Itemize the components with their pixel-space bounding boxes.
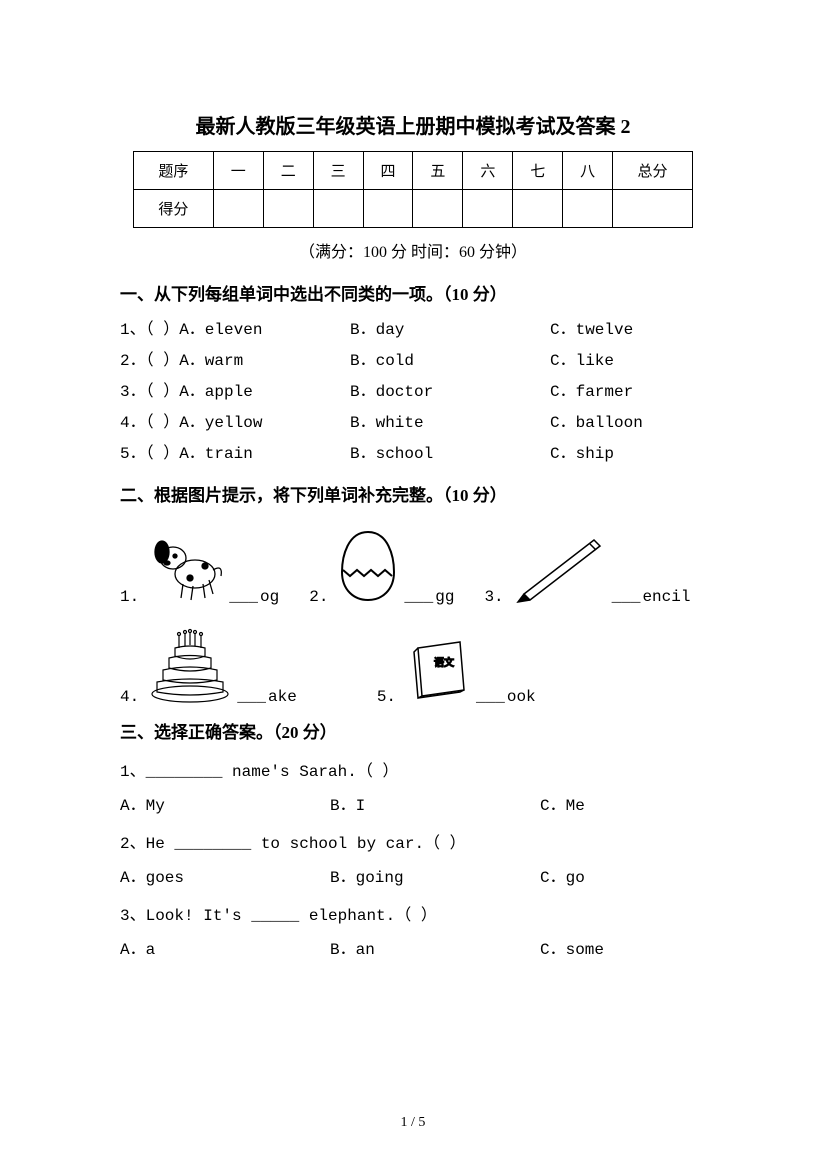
image-row-2: 4. ___ake 5. 语文 — [120, 626, 706, 706]
option-c: C．some — [540, 935, 706, 959]
page-number: 1 / 5 — [0, 1115, 826, 1131]
score-table-cell-empty — [513, 190, 563, 228]
score-table-cell-empty — [263, 190, 313, 228]
egg-icon — [334, 526, 402, 606]
page-title: 最新人教版三年级英语上册期中模拟考试及答案 2 — [120, 110, 706, 139]
question-text: 1、________ name's Sarah.（ ） — [120, 757, 706, 781]
option-b: B．going — [330, 863, 540, 887]
question-options: A．My B．I C．Me — [120, 791, 706, 815]
img-question-5: 5. 语文 ___ook — [377, 636, 536, 706]
question-row: 4．（ ）A．yellow B．white C．balloon — [120, 408, 706, 432]
option-b: B．white — [350, 408, 550, 432]
section-1-heading: 一、从下列每组单词中选出不同类的一项。（10 分） — [120, 280, 706, 305]
section-3-heading: 三、选择正确答案。（20 分） — [120, 718, 706, 743]
fill-blank: ___ — [237, 688, 266, 706]
question-options: A．goes B．going C．go — [120, 863, 706, 887]
cake-icon — [145, 626, 235, 706]
score-table-cell-empty — [613, 190, 693, 228]
option-a: A．goes — [120, 863, 330, 887]
question-row: 2．（ ）A．warm B．cold C．like — [120, 346, 706, 370]
question-row: 5．（ ）A．train B．school C．ship — [120, 439, 706, 463]
score-table-cell-empty — [363, 190, 413, 228]
question-options: A．a B．an C．some — [120, 935, 706, 959]
score-table: 题序 一 二 三 四 五 六 七 八 总分 得分 — [133, 151, 693, 228]
score-table-score-row: 得分 — [134, 190, 693, 228]
pencil-icon — [510, 530, 610, 606]
section-2-heading: 二、根据图片提示，将下列单词补充完整。（10 分） — [120, 481, 706, 506]
option-b: B．cold — [350, 346, 550, 370]
word-suffix: og — [260, 588, 279, 606]
score-table-header-row: 题序 一 二 三 四 五 六 七 八 总分 — [134, 152, 693, 190]
score-table-cell: 三 — [313, 152, 363, 190]
option-c: C．like — [550, 346, 706, 370]
score-table-cell: 六 — [463, 152, 513, 190]
option-c: C．Me — [540, 791, 706, 815]
question-row: 3．（ ）A．apple B．doctor C．farmer — [120, 377, 706, 401]
score-table-cell: 四 — [363, 152, 413, 190]
option-a: A．a — [120, 935, 330, 959]
option-a: A．My — [120, 791, 330, 815]
word-suffix: ook — [507, 688, 536, 706]
score-table-cell: 一 — [213, 152, 263, 190]
score-table-cell: 二 — [263, 152, 313, 190]
option-b: B．I — [330, 791, 540, 815]
svg-text:语文: 语文 — [434, 656, 454, 669]
option-a: 1、（ ）A．eleven — [120, 315, 350, 339]
score-table-cell-empty — [463, 190, 513, 228]
option-c: C．balloon — [550, 408, 706, 432]
question-number: 5. — [377, 688, 396, 706]
option-c: C．ship — [550, 439, 706, 463]
score-table-cell-empty — [563, 190, 613, 228]
question-number: 3. — [484, 588, 503, 606]
question-row: 1、（ ）A．eleven B．day C．twelve — [120, 315, 706, 339]
option-b: B．an — [330, 935, 540, 959]
option-a: 5．（ ）A．train — [120, 439, 350, 463]
option-a: 2．（ ）A．warm — [120, 346, 350, 370]
question-number: 4. — [120, 688, 139, 706]
fill-blank: ___ — [612, 588, 641, 606]
word-suffix: gg — [435, 588, 454, 606]
option-c: C．twelve — [550, 315, 706, 339]
section-3-items: 1、________ name's Sarah.（ ） A．My B．I C．M… — [120, 757, 706, 959]
book-icon: 语文 — [402, 636, 474, 706]
score-table-cell: 得分 — [134, 190, 214, 228]
option-c: C．go — [540, 863, 706, 887]
question-number: 2. — [309, 588, 328, 606]
score-table-cell: 总分 — [613, 152, 693, 190]
score-table-cell: 五 — [413, 152, 463, 190]
option-b: B．school — [350, 439, 550, 463]
question-text: 3、Look! It's _____ elephant.（ ） — [120, 901, 706, 925]
word-suffix: ake — [268, 688, 297, 706]
option-a: 3．（ ）A．apple — [120, 377, 350, 401]
option-b: B．day — [350, 315, 550, 339]
option-a: 4．（ ）A．yellow — [120, 408, 350, 432]
score-table-cell: 题序 — [134, 152, 214, 190]
img-question-2: 2. ___gg — [309, 526, 454, 606]
section-1-items: 1、（ ）A．eleven B．day C．twelve 2．（ ）A．warm… — [120, 315, 706, 463]
exam-meta: （满分：100 分 时间：60 分钟） — [120, 238, 706, 262]
score-table-cell-empty — [213, 190, 263, 228]
question-text: 2、He ________ to school by car.（ ） — [120, 829, 706, 853]
image-row-1: 1. ___og 2. — [120, 526, 706, 606]
fill-blank: ___ — [404, 588, 433, 606]
dog-icon — [145, 536, 227, 606]
score-table-cell-empty — [313, 190, 363, 228]
option-c: C．farmer — [550, 377, 706, 401]
score-table-cell: 七 — [513, 152, 563, 190]
score-table-cell-empty — [413, 190, 463, 228]
score-table-cell: 八 — [563, 152, 613, 190]
fill-blank: ___ — [476, 688, 505, 706]
img-question-1: 1. ___og — [120, 536, 279, 606]
fill-blank: ___ — [229, 588, 258, 606]
option-b: B．doctor — [350, 377, 550, 401]
word-suffix: encil — [642, 588, 690, 606]
img-question-4: 4. ___ake — [120, 626, 297, 706]
question-number: 1. — [120, 588, 139, 606]
img-question-3: 3. ___encil — [484, 530, 690, 606]
